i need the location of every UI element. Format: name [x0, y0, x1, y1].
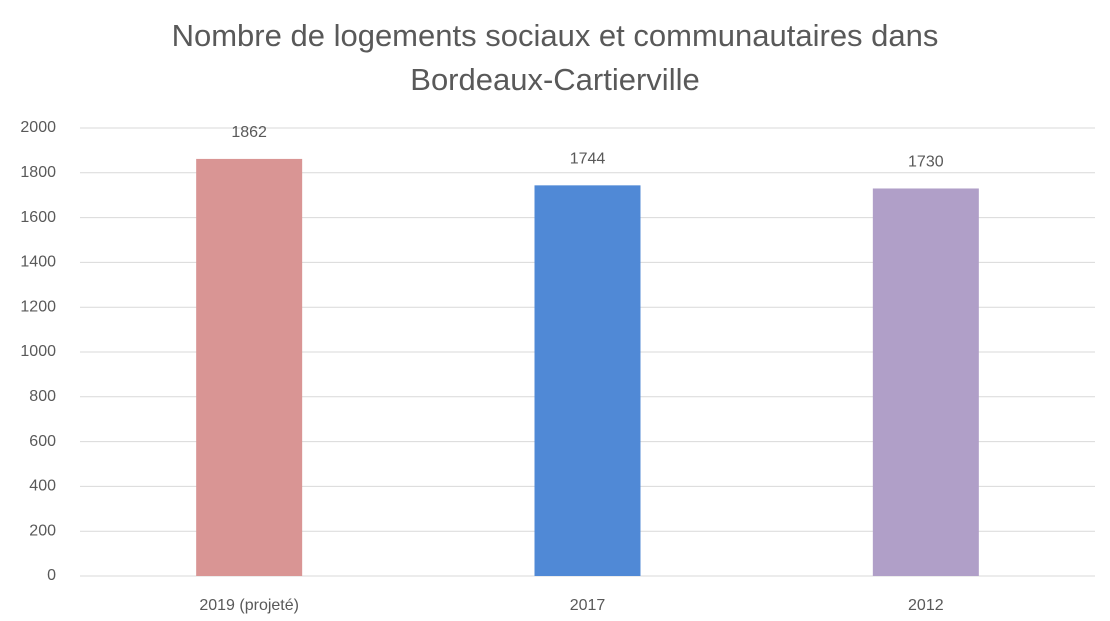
value-label: 1730: [908, 154, 944, 171]
y-tick-label: 2000: [20, 119, 56, 136]
bar: [872, 188, 979, 577]
x-tick-label: 2012: [908, 597, 944, 614]
y-tick-label: 1400: [20, 254, 56, 271]
bar: [534, 185, 641, 576]
y-tick-label: 1000: [20, 343, 56, 360]
chart-title: Nombre de logements sociaux et communaut…: [171, 18, 939, 97]
y-tick-label: 1600: [20, 209, 56, 226]
y-tick-label: 600: [29, 433, 56, 450]
y-tick-label: 1200: [20, 298, 56, 315]
y-tick-label: 200: [29, 522, 56, 539]
x-tick-label: 2017: [570, 597, 606, 614]
value-label: 1744: [570, 151, 606, 168]
y-tick-label: 400: [29, 478, 56, 495]
y-tick-label: 800: [29, 388, 56, 405]
value-label: 1862: [231, 124, 267, 141]
bar: [196, 158, 303, 577]
y-tick-label: 1800: [20, 164, 56, 181]
title-box: Nombre de logements sociaux et communaut…: [0, 14, 1110, 102]
x-tick-label: 2019 (projeté): [199, 597, 299, 614]
y-tick-label: 0: [47, 567, 56, 584]
